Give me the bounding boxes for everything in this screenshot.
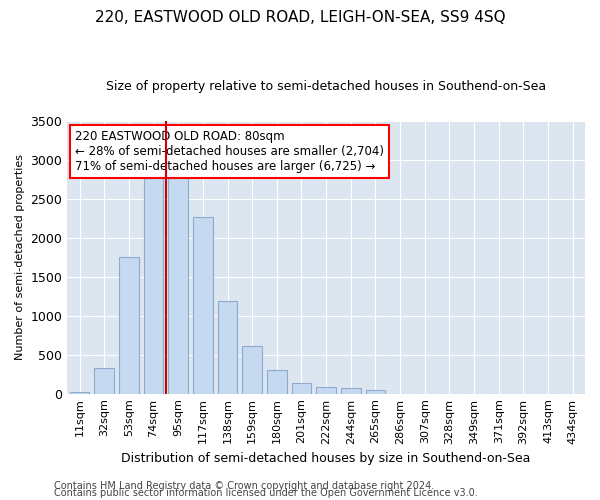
Bar bbox=[341, 388, 361, 394]
Bar bbox=[292, 383, 311, 394]
Bar bbox=[144, 162, 163, 394]
Bar bbox=[119, 257, 139, 394]
Bar bbox=[70, 392, 89, 394]
Text: 220 EASTWOOD OLD ROAD: 80sqm
← 28% of semi-detached houses are smaller (2,704)
7: 220 EASTWOOD OLD ROAD: 80sqm ← 28% of se… bbox=[75, 130, 384, 173]
Bar bbox=[218, 301, 238, 394]
Bar bbox=[365, 390, 385, 394]
Text: 220, EASTWOOD OLD ROAD, LEIGH-ON-SEA, SS9 4SQ: 220, EASTWOOD OLD ROAD, LEIGH-ON-SEA, SS… bbox=[95, 10, 505, 25]
Y-axis label: Number of semi-detached properties: Number of semi-detached properties bbox=[15, 154, 25, 360]
X-axis label: Distribution of semi-detached houses by size in Southend-on-Sea: Distribution of semi-detached houses by … bbox=[121, 452, 531, 465]
Bar bbox=[316, 388, 336, 394]
Bar bbox=[242, 346, 262, 394]
Text: Contains public sector information licensed under the Open Government Licence v3: Contains public sector information licen… bbox=[54, 488, 478, 498]
Bar bbox=[193, 216, 213, 394]
Bar bbox=[169, 165, 188, 394]
Bar bbox=[267, 370, 287, 394]
Bar bbox=[94, 368, 114, 394]
Title: Size of property relative to semi-detached houses in Southend-on-Sea: Size of property relative to semi-detach… bbox=[106, 80, 546, 93]
Text: Contains HM Land Registry data © Crown copyright and database right 2024.: Contains HM Land Registry data © Crown c… bbox=[54, 481, 434, 491]
